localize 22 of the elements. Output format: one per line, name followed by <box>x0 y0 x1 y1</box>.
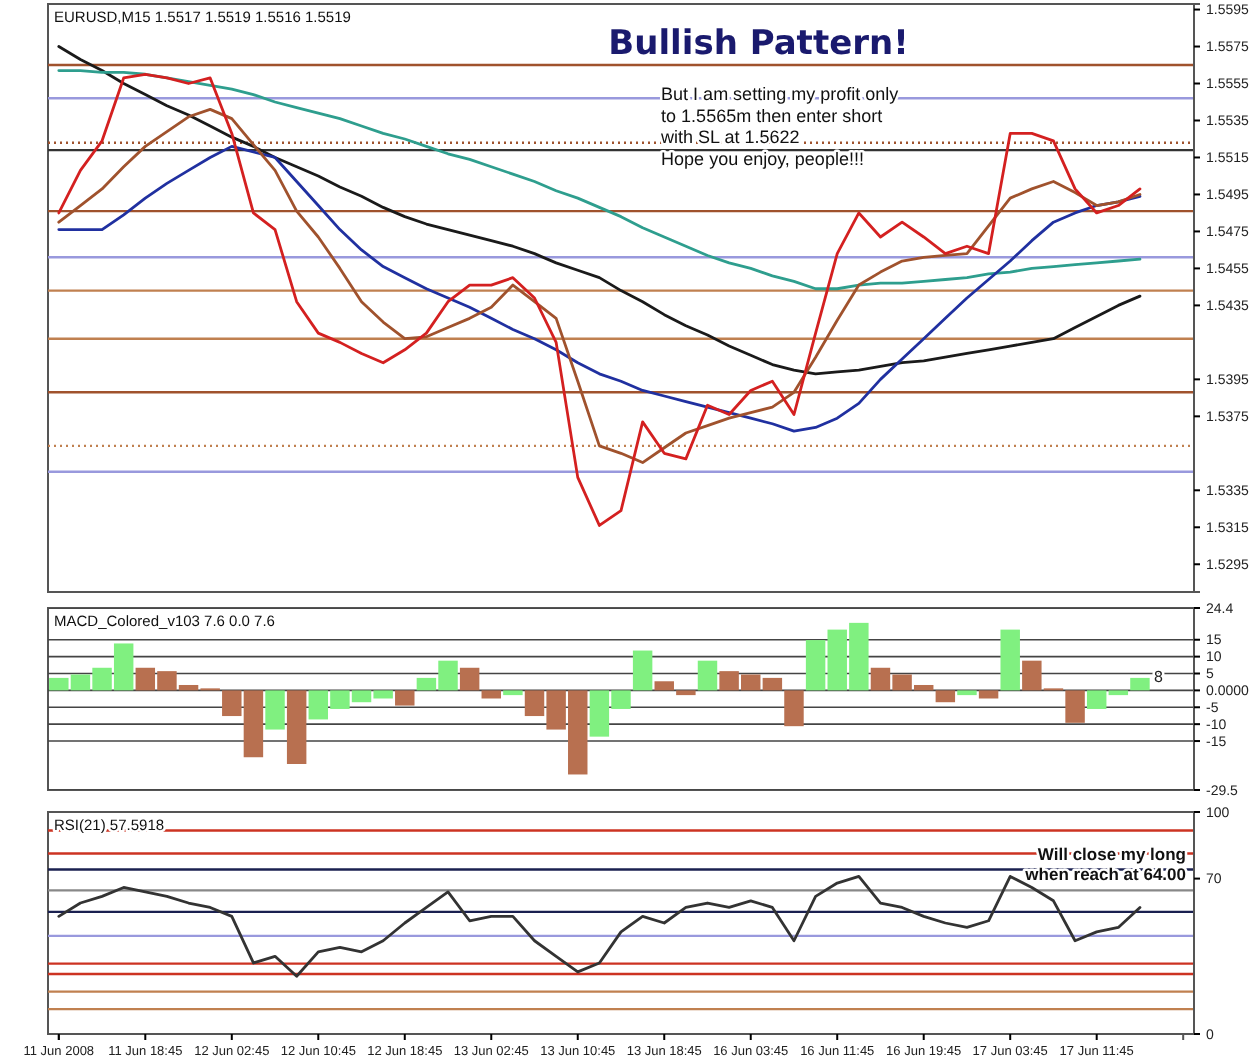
bar <box>503 690 523 696</box>
bar <box>286 690 307 764</box>
annotation: Bullish Pattern! <box>608 24 909 64</box>
bar <box>654 681 674 691</box>
bar <box>395 690 415 706</box>
line-series <box>57 72 1142 527</box>
bar <box>676 690 696 696</box>
bar <box>459 667 480 691</box>
bar <box>481 690 501 699</box>
bar <box>265 690 285 730</box>
line-series <box>57 69 1142 291</box>
bar <box>632 650 653 691</box>
bar <box>957 690 977 696</box>
annotation: But I am setting my profit only to 1.5565m then enter short with SL at 1.5622 Hope you enjoy, people!!! <box>659 84 900 169</box>
bar <box>1065 690 1085 723</box>
bar <box>697 660 718 691</box>
line-series <box>57 144 1142 433</box>
bar <box>1000 629 1020 691</box>
bar <box>1130 677 1150 691</box>
bar <box>935 690 956 703</box>
bar <box>784 690 804 727</box>
bar <box>978 690 999 699</box>
